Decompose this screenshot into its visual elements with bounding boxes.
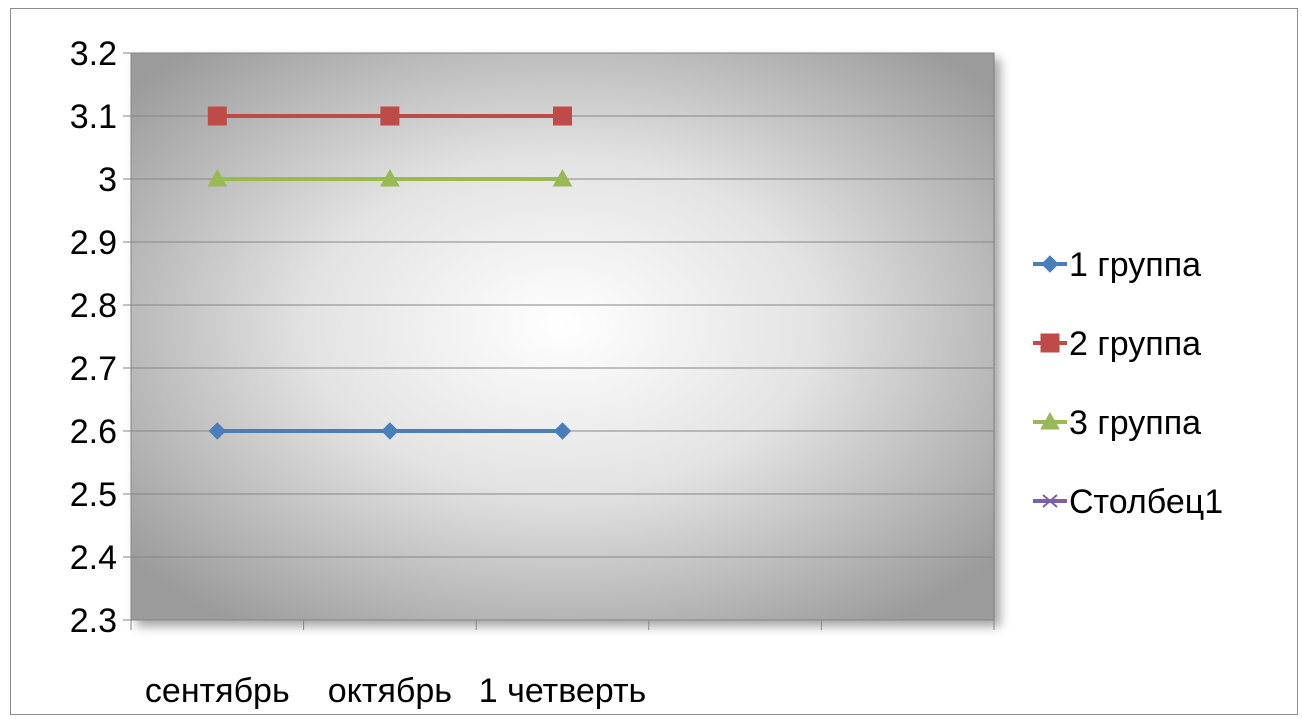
data-point-series-2 (380, 106, 400, 126)
y-tick-label: 2.5 (70, 476, 117, 514)
data-point-series-1 (553, 422, 572, 440)
legend-marker (1040, 411, 1060, 430)
y-tick-label: 2.6 (70, 413, 117, 451)
y-tick-label: 2.9 (70, 224, 117, 262)
legend-marker (1041, 255, 1059, 273)
y-tick-label: 3.1 (70, 98, 117, 136)
legend: 1 группа 2 группа 3 группа Столбец1 (1033, 246, 1223, 521)
y-tick-label: 2.4 (70, 539, 117, 577)
y-tick-label: 2.3 (70, 602, 117, 640)
y-axis-tick-labels: 2.3 2.4 2.5 2.6 2.7 2.8 2.9 3 3.1 3.2 (70, 35, 117, 640)
plot-area (130, 52, 995, 621)
legend-label: 2 группа (1069, 325, 1201, 363)
y-tick-label: 2.8 (70, 287, 117, 325)
data-point-series-2 (553, 106, 572, 126)
data-point-series-3 (552, 168, 573, 187)
data-point-series-3 (380, 168, 400, 187)
legend-label: 3 группа (1069, 404, 1201, 442)
legend-marker (1040, 333, 1060, 353)
data-point-series-2 (207, 106, 227, 126)
x-category-label: сентябрь (145, 672, 290, 710)
series-lines (207, 106, 573, 440)
legend-label: Столбец1 (1069, 483, 1223, 521)
x-category-label: 1 четверть (479, 672, 646, 710)
y-tick-label: 3.2 (70, 35, 117, 73)
line-chart: 2.3 2.4 2.5 2.6 2.7 2.8 2.9 3 3.1 3.2 сентябрь окт… (70, 35, 1223, 710)
x-marker-stroke (1042, 494, 1058, 508)
chart-frame: 2.3 2.4 2.5 2.6 2.7 2.8 2.9 3 3.1 3.2 сентябрь окт… (10, 8, 1298, 715)
legend-marker (1042, 494, 1058, 508)
axes (123, 52, 995, 630)
data-point-series-1 (381, 422, 399, 440)
y-tick-label: 3 (98, 161, 117, 199)
data-point-series-3 (207, 168, 228, 187)
y-tick-label: 2.7 (70, 350, 117, 388)
x-category-label: октябрь (328, 672, 452, 710)
legend-label: 1 группа (1069, 246, 1201, 284)
x-axis-category-labels: сентябрь октябрь 1 четверть (145, 672, 646, 710)
data-point-series-1 (208, 422, 227, 440)
